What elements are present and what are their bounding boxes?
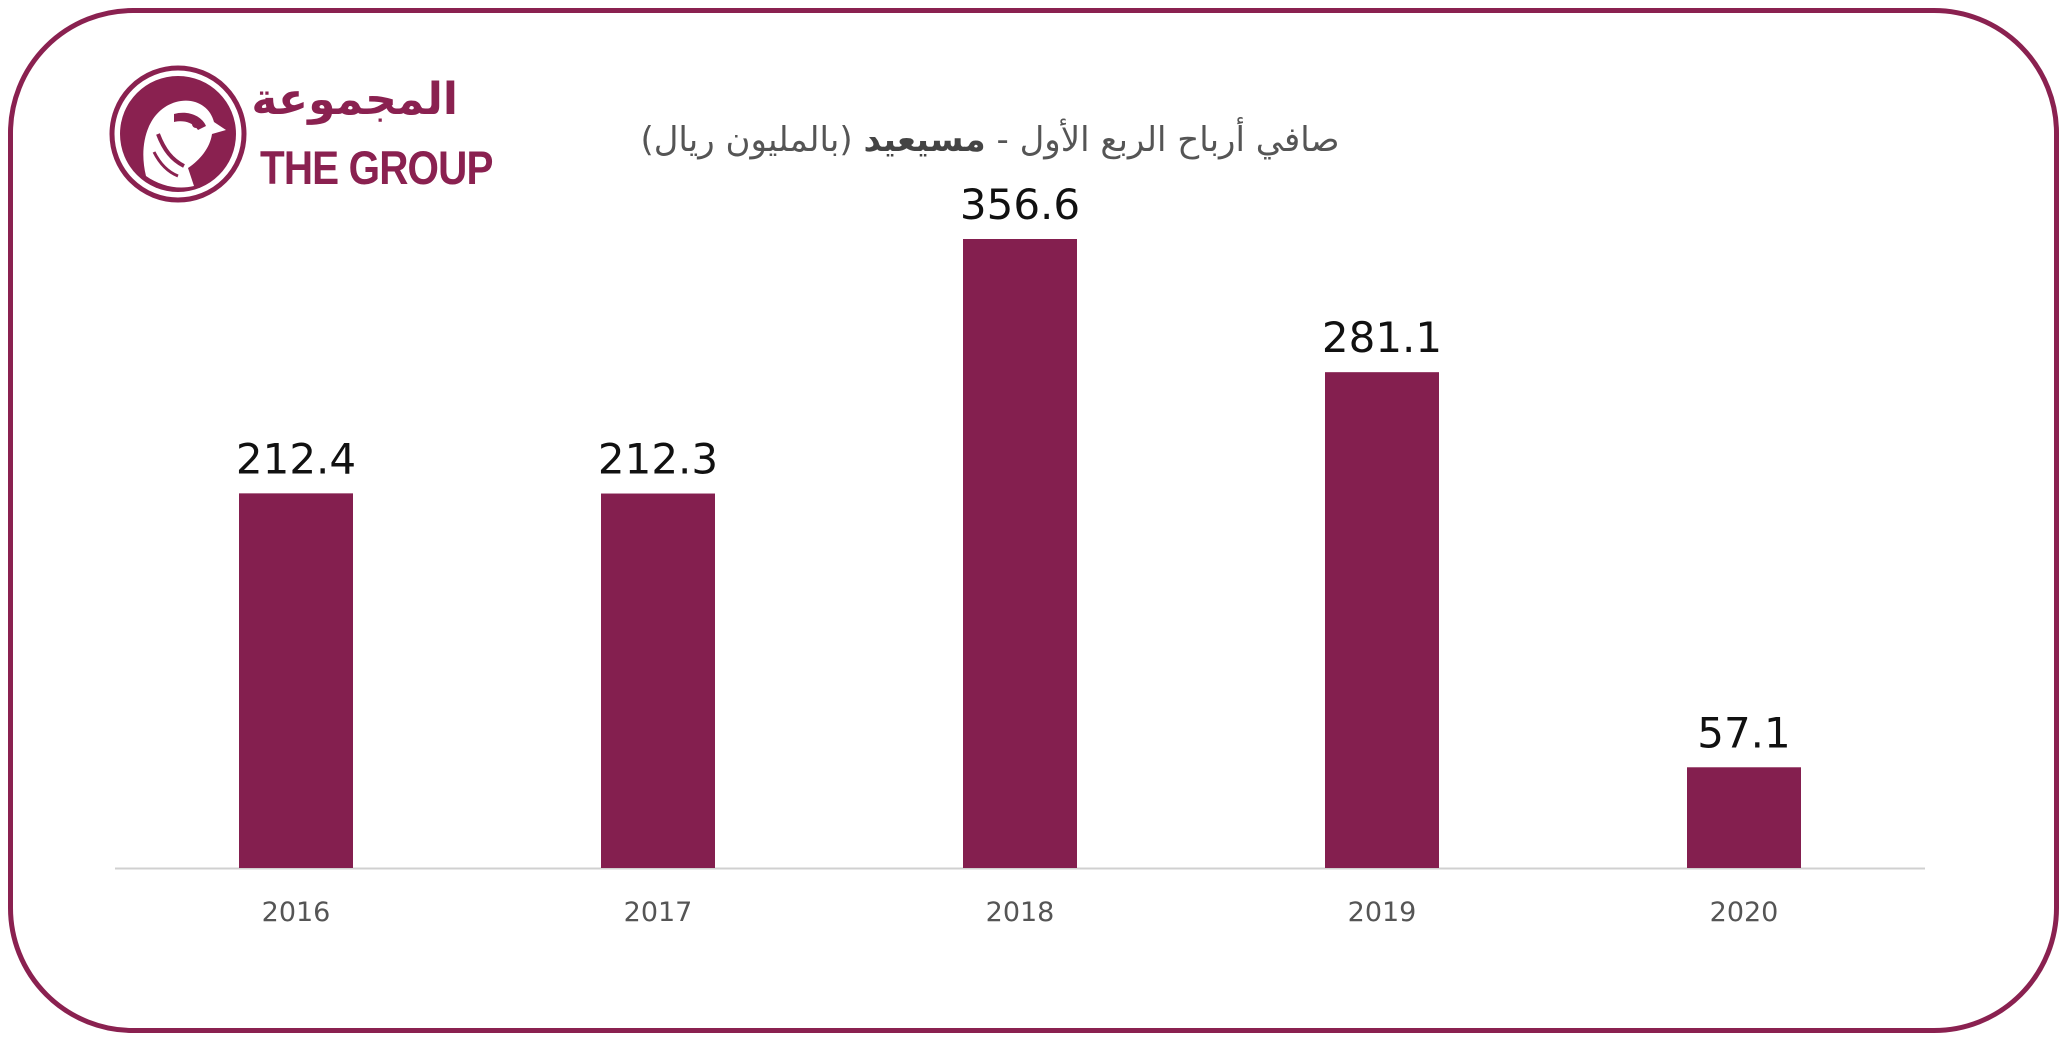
falcon-head-icon [109,65,247,203]
data-label-2018: 356.6 [960,180,1080,229]
bar-2016 [239,493,353,868]
company-logo: المجموعة THE GROUP [108,64,493,204]
bar-2018 [963,239,1077,868]
logo-arabic-name: المجموعة [251,74,458,125]
x-tick-label-2017: 2017 [624,897,693,928]
data-label-2016: 212.4 [236,434,356,483]
chart-title-part3: (بالمليون ريال) [640,120,853,160]
x-tick-label-2020: 2020 [1710,897,1779,928]
data-label-2020: 57.1 [1697,708,1791,757]
chart-title-part1: صافي أرباح الربع الأول - [996,120,1340,160]
x-tick-label-2016: 2016 [262,897,331,928]
bar-2019 [1325,372,1439,868]
data-label-2017: 212.3 [598,435,718,484]
data-label-2019: 281.1 [1322,313,1442,362]
bar-2017 [601,493,715,868]
x-tick-label-2018: 2018 [986,897,1055,928]
chart-title-part2: مسيعيد [863,120,986,160]
bar-2020 [1687,767,1801,868]
chart-title: صافي أرباح الربع الأول - مسيعيد (بالمليو… [560,110,1420,170]
x-tick-label-2019: 2019 [1348,897,1417,928]
